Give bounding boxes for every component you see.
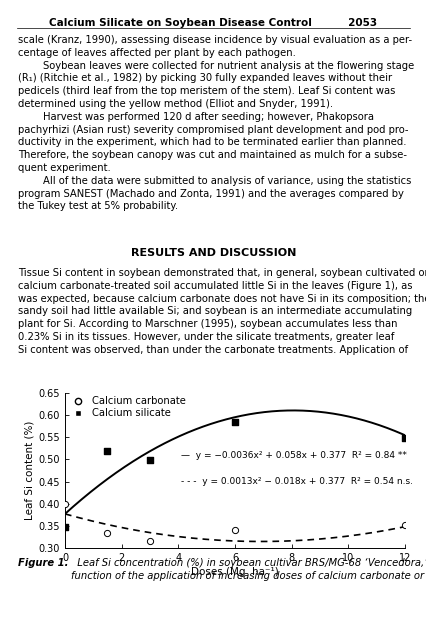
Text: Figure 1.: Figure 1. [18,558,68,568]
Point [400,433,407,444]
Point [61,499,68,509]
Point [61,522,68,532]
Point [231,525,238,536]
Point [104,527,111,538]
Text: scale (Kranz, 1990), assessing disease incidence by visual evaluation as a per-
: scale (Kranz, 1990), assessing disease i… [18,35,413,211]
Point [146,536,153,547]
Text: —  y = −0.0036x² + 0.058x + 0.377  R² = 0.84 **: — y = −0.0036x² + 0.058x + 0.377 R² = 0.… [180,451,406,460]
Point [104,445,111,456]
Text: - - -  y = 0.0013x² − 0.018x + 0.377  R² = 0.54 n.s.: - - - y = 0.0013x² − 0.018x + 0.377 R² =… [180,477,412,486]
Text: Leaf Si concentration (%) in soybean cultivar BRS/MG-68 ‘Vencedora,’ as a
functi: Leaf Si concentration (%) in soybean cul… [71,558,426,581]
Text: RESULTS AND DISCUSSION: RESULTS AND DISCUSSION [130,248,296,258]
Text: Tissue Si content in soybean demonstrated that, in general, soybean cultivated o: Tissue Si content in soybean demonstrate… [18,268,426,355]
Y-axis label: Leaf Si content (%): Leaf Si content (%) [24,421,34,520]
Point [146,455,153,465]
Point [231,417,238,427]
Point [400,520,407,530]
Text: Calcium Silicate on Soybean Disease Control          2053: Calcium Silicate on Soybean Disease Cont… [49,18,377,28]
X-axis label: Doses (Mg  ha⁻¹): Doses (Mg ha⁻¹) [191,567,278,577]
Legend: Calcium carbonate, Calcium silicate: Calcium carbonate, Calcium silicate [68,396,185,419]
